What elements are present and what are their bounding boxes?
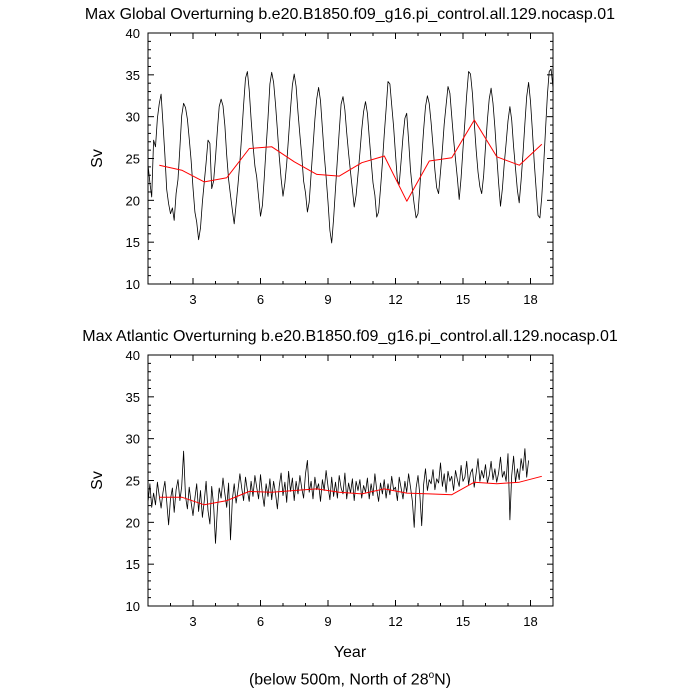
series-line-annual-mean [159, 475, 542, 506]
footnote-text-before: (below 500m, North of 28 [248, 671, 429, 689]
x-tick-label: 18 [523, 292, 537, 307]
x-tick-label: 15 [456, 292, 470, 307]
x-axis-label: Year [333, 644, 367, 661]
y-tick-label: 15 [126, 557, 140, 572]
x-tick-label: 3 [189, 292, 196, 307]
y-tick-label: 25 [126, 474, 140, 489]
footnote-degree: o [428, 670, 435, 681]
y-tick-label: 30 [126, 110, 140, 125]
x-tick-label: 6 [257, 614, 264, 629]
series-line-annual-mean [159, 119, 543, 202]
y-tick-label: 25 [126, 152, 140, 167]
y-tick-label: 20 [126, 193, 140, 208]
y-tick-label: 35 [126, 68, 140, 83]
y-tick-label: 40 [126, 348, 140, 363]
x-tick-label: 12 [388, 292, 402, 307]
y-axis-label-0: Sv [89, 149, 106, 168]
x-tick-label: 3 [189, 614, 196, 629]
footnote-text-after: N) [434, 671, 452, 689]
y-tick-label: 30 [126, 432, 140, 447]
x-tick-label: 9 [324, 614, 331, 629]
series-line-monthly [148, 68, 553, 244]
y-tick-label: 40 [126, 26, 140, 41]
x-tick-label: 15 [456, 614, 470, 629]
y-tick-label: 10 [126, 277, 140, 292]
x-tick-label: 18 [523, 614, 537, 629]
series-line-monthly [148, 448, 529, 544]
x-tick-label: 9 [324, 292, 331, 307]
y-tick-label: 20 [126, 515, 140, 530]
plot-frame-0 [147, 32, 554, 285]
chart-title-global: Max Global Overturning b.e20.B1850.f09_g… [84, 6, 616, 23]
x-tick-label: 6 [257, 292, 264, 307]
y-axis-label-1: Sv [89, 471, 106, 490]
y-tick-label: 15 [126, 235, 140, 250]
chart-title-atlantic: Max Atlantic Overturning b.e20.B1850.f09… [82, 328, 618, 345]
x-tick-label: 12 [388, 614, 402, 629]
y-tick-label: 35 [126, 390, 140, 405]
plot-frame-1 [147, 354, 554, 607]
y-tick-label: 10 [126, 599, 140, 614]
footnote: (below 500m, North of 28oN) [0, 670, 700, 689]
